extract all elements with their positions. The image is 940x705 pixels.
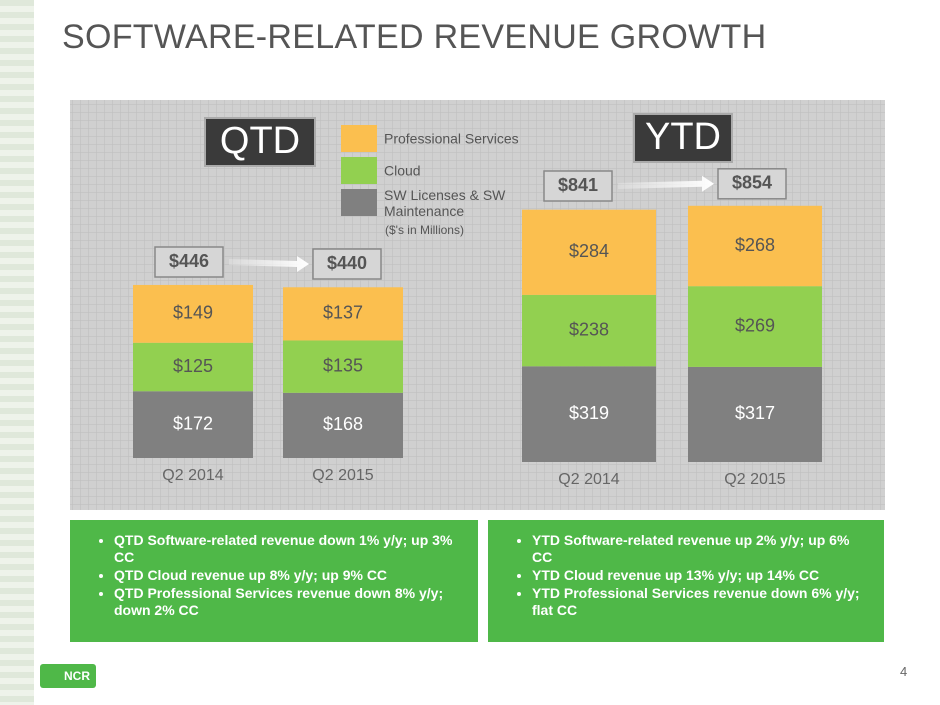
x-tick-label: Q2 2015: [312, 467, 373, 484]
value-label: $125: [173, 356, 213, 376]
unit-note: ($'s in Millions): [385, 223, 464, 237]
growth-arrow: [618, 175, 714, 192]
value-label: $135: [323, 355, 363, 375]
legend-swatch: [341, 125, 377, 152]
x-tick-label: Q2 2014: [162, 467, 223, 484]
value-label: $238: [569, 319, 609, 339]
bullet: QTD Cloud revenue up 8% y/y; up 9% CC: [114, 567, 458, 584]
value-label: $284: [569, 241, 609, 261]
bar-segment: [688, 286, 822, 367]
value-label: $269: [735, 315, 775, 335]
period-tag: QTD: [220, 120, 300, 162]
value-label: $168: [323, 414, 363, 434]
side-stripe: [0, 0, 34, 705]
total-box: [543, 170, 613, 202]
legend-label: Cloud: [384, 163, 421, 179]
slide-title: SOFTWARE-RELATED REVENUE GROWTH: [62, 18, 767, 56]
period-tag: YTD: [645, 116, 721, 158]
bullet: YTD Professional Services revenue down 6…: [532, 585, 864, 619]
bullet: QTD Software-related revenue down 1% y/y…: [114, 532, 458, 566]
bar-segment: [522, 366, 656, 462]
bullet: QTD Professional Services revenue down 8…: [114, 585, 458, 619]
bar-segment: [522, 209, 656, 295]
value-label: $268: [735, 235, 775, 255]
total-box: [154, 246, 224, 278]
qtd-panel: QTD Software-related revenue down 1% y/y…: [70, 520, 478, 642]
bar-segment: [688, 205, 822, 287]
value-label: $319: [569, 403, 609, 423]
period-tag-box: [204, 117, 316, 167]
bar-segment: [283, 392, 403, 458]
value-label: $172: [173, 413, 213, 433]
total-label: $446: [169, 251, 209, 271]
total-label: $841: [558, 175, 598, 195]
legend-label: SW Licenses & SW Maintenance: [384, 187, 506, 219]
bar-segment: [283, 287, 403, 341]
bar-segment: [133, 342, 253, 392]
bar-segment: [283, 340, 403, 393]
legend-swatch: [341, 157, 377, 184]
total-box: [312, 248, 382, 280]
x-tick-label: Q2 2015: [724, 471, 785, 488]
bar-segment: [133, 391, 253, 458]
bullet: YTD Software-related revenue up 2% y/y; …: [532, 532, 864, 566]
total-label: $854: [732, 173, 772, 193]
page-number: 4: [900, 664, 908, 679]
bullet: YTD Cloud revenue up 13% y/y; up 14% CC: [532, 567, 864, 584]
total-label: $440: [327, 253, 367, 273]
value-label: $137: [323, 303, 363, 323]
bar-segment: [133, 284, 253, 343]
logo: NCR: [40, 664, 96, 688]
total-box: [717, 168, 787, 200]
growth-arrow: [229, 256, 309, 272]
legend-swatch: [341, 189, 377, 216]
value-label: $149: [173, 303, 213, 323]
value-label: $317: [735, 403, 775, 423]
bar-segment: [688, 366, 822, 462]
logo-text: NCR: [64, 669, 90, 683]
ytd-panel: YTD Software-related revenue up 2% y/y; …: [488, 520, 884, 642]
legend-label: Professional Services: [384, 131, 519, 147]
bar-segment: [522, 294, 656, 367]
period-tag-box: [633, 113, 733, 163]
x-tick-label: Q2 2014: [558, 471, 619, 488]
